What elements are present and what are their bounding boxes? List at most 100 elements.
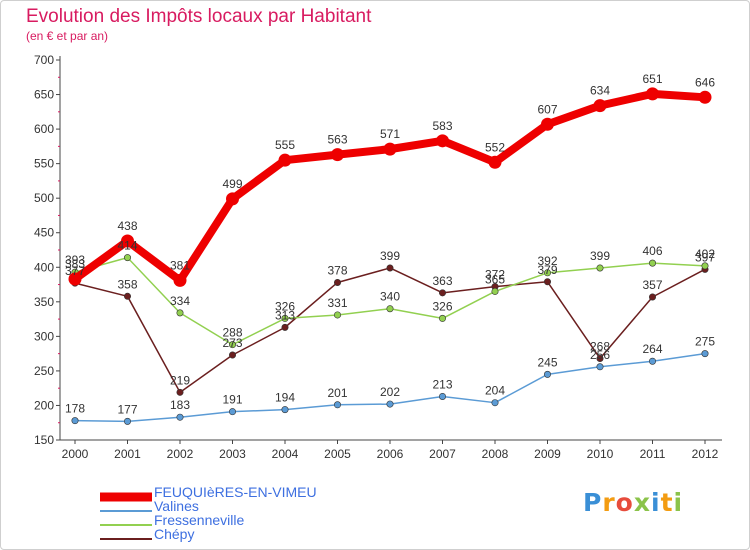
- data-point: [68, 272, 82, 286]
- data-point: [491, 399, 499, 407]
- data-label: 331: [327, 296, 347, 310]
- chart-subtitle: (en € et par an): [26, 29, 109, 43]
- data-label: 313: [275, 308, 295, 322]
- data-label: 288: [222, 326, 242, 340]
- data-label: 183: [170, 398, 190, 412]
- data-point: [596, 363, 604, 371]
- data-point: [491, 287, 499, 295]
- y-tick-label: 400: [34, 260, 54, 274]
- series-valines: [71, 350, 709, 425]
- data-label: 634: [590, 84, 610, 98]
- data-label: 365: [485, 272, 505, 286]
- data-point: [701, 262, 709, 270]
- data-point: [71, 417, 79, 425]
- data-point: [331, 148, 344, 162]
- data-point: [333, 401, 341, 409]
- data-point: [333, 278, 341, 286]
- data-point: [488, 155, 502, 169]
- data-label: 178: [65, 402, 85, 416]
- y-tick-label: 700: [34, 53, 54, 67]
- legend-label: Valines: [154, 498, 199, 514]
- data-point: [229, 351, 237, 359]
- y-tick-label: 150: [34, 433, 54, 447]
- x-tick-label: 2006: [377, 447, 404, 461]
- data-point: [438, 392, 446, 400]
- data-label: 377: [65, 264, 85, 278]
- data-label: 378: [327, 263, 347, 277]
- data-label: 397: [695, 250, 715, 264]
- data-point: [698, 90, 712, 104]
- data-point: [438, 314, 446, 322]
- legend-item-valines[interactable]: Valines: [100, 498, 360, 514]
- x-tick-label: 2005: [324, 447, 351, 461]
- data-label: 264: [642, 342, 662, 356]
- data-point: [543, 269, 551, 277]
- data-point: [648, 259, 656, 267]
- legend-item-fressenneville[interactable]: Fressenneville: [100, 512, 360, 528]
- data-label: 219: [170, 373, 190, 387]
- data-point: [229, 408, 237, 416]
- legend-item-chepy[interactable]: Chépy: [100, 526, 360, 542]
- data-point: [173, 273, 187, 287]
- legend: FEUQUIèRES-EN-VIMEU Valines Fressennevil…: [100, 484, 360, 542]
- data-label: 358: [117, 277, 137, 291]
- data-point: [124, 254, 132, 262]
- chart-title: Evolution des Impôts locaux par Habitant: [26, 6, 372, 27]
- data-label: 213: [432, 377, 452, 391]
- data-point: [124, 417, 132, 425]
- data-point: [701, 350, 709, 358]
- data-label: 357: [642, 278, 662, 292]
- legend-swatch: [100, 538, 152, 540]
- data-point: [593, 99, 607, 113]
- y-tick-label: 200: [34, 398, 54, 412]
- data-point: [176, 309, 184, 317]
- data-label: 563: [327, 133, 347, 147]
- data-label: 334: [170, 294, 190, 308]
- x-tick-label: 2009: [534, 447, 561, 461]
- legend-item-feuquieres[interactable]: FEUQUIèRES-EN-VIMEU: [100, 484, 360, 502]
- data-label: 499: [222, 177, 242, 191]
- data-point: [386, 264, 394, 272]
- data-label: 381: [170, 258, 190, 272]
- data-point: [596, 354, 604, 362]
- logo-letter: r: [602, 488, 616, 517]
- data-label: 552: [485, 140, 505, 154]
- logo-letter: i: [673, 488, 684, 517]
- data-label: 651: [642, 72, 662, 86]
- y-tick-label: 500: [34, 191, 54, 205]
- legend-swatch: [100, 492, 152, 502]
- data-label: 326: [275, 299, 295, 313]
- data-point: [541, 117, 554, 131]
- data-label: 204: [485, 384, 505, 398]
- legend-swatch: [100, 510, 152, 512]
- x-tick-label: 2000: [62, 447, 89, 461]
- data-label: 583: [432, 119, 452, 133]
- data-point: [648, 293, 656, 301]
- data-point: [386, 305, 394, 313]
- data-label: 646: [695, 75, 715, 89]
- y-tick-label: 650: [34, 88, 54, 102]
- data-point: [121, 234, 134, 248]
- data-point: [333, 311, 341, 319]
- data-label: 414: [117, 239, 137, 253]
- data-point: [543, 278, 551, 286]
- data-label: 399: [590, 249, 610, 263]
- data-label: 194: [275, 391, 295, 405]
- data-point: [229, 341, 237, 349]
- data-label: 340: [380, 290, 400, 304]
- data-label: 326: [432, 299, 452, 313]
- data-label: 245: [537, 355, 557, 369]
- proxiti-logo[interactable]: Proxiti: [583, 488, 683, 517]
- data-point: [281, 406, 289, 414]
- x-tick-label: 2003: [219, 447, 246, 461]
- data-label: 402: [695, 247, 715, 261]
- y-tick-label: 600: [34, 122, 54, 136]
- logo-letter: x: [633, 488, 651, 517]
- data-label: 393: [65, 253, 85, 267]
- data-label: 406: [642, 244, 662, 258]
- legend-swatch: [100, 524, 152, 526]
- y-tick-label: 550: [34, 157, 54, 171]
- data-label: 191: [222, 393, 242, 407]
- data-label: 372: [485, 268, 505, 282]
